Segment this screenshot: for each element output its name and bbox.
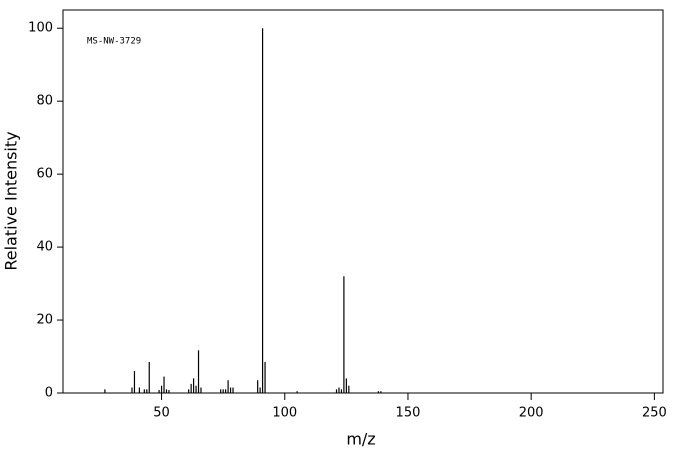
annotation: MS-NW-3729 [87, 37, 141, 47]
x-tick-label: 50 [153, 406, 170, 421]
x-tick-label: 100 [272, 406, 297, 421]
y-tick-label: 80 [36, 94, 53, 109]
x-tick-label: 200 [519, 406, 544, 421]
y-tick-label: 40 [36, 240, 53, 255]
y-axis-title: Relative Intensity [2, 131, 21, 270]
y-tick-label: 100 [28, 21, 53, 36]
plot-frame [62, 9, 664, 394]
x-tick-label: 150 [396, 406, 421, 421]
y-tick-label: 60 [36, 167, 53, 182]
y-tick-label: 20 [36, 313, 53, 328]
y-tick-label: 0 [45, 386, 53, 401]
x-axis-title: m/z [346, 430, 375, 449]
x-tick-label: 250 [642, 406, 667, 421]
